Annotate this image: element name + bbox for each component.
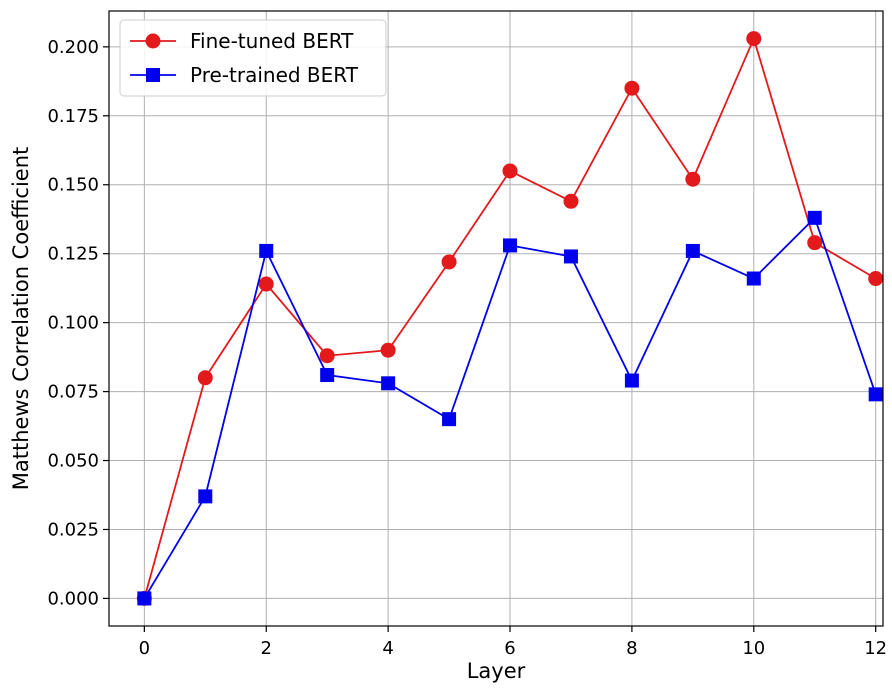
data-point <box>624 80 640 96</box>
data-point <box>503 238 518 253</box>
y-tick-label: 0.000 <box>47 588 99 609</box>
data-point <box>868 387 883 402</box>
legend-item: Pre-trained BERT <box>130 63 359 87</box>
y-axis-ticks: 0.000 0.025 0.050 0.075 0.100 0.125 0.150 0.175… <box>47 37 109 609</box>
data-point <box>624 373 639 388</box>
data-point <box>381 376 396 391</box>
x-tick-label: 4 <box>382 638 393 659</box>
y-tick-label: 0.100 <box>47 313 99 334</box>
data-point <box>807 235 823 251</box>
data-point <box>685 171 701 187</box>
data-point <box>685 243 700 258</box>
legend: Fine-tuned BERT Pre-trained BERT <box>119 19 387 97</box>
y-tick-label: 0.050 <box>47 451 99 472</box>
data-point <box>563 193 579 209</box>
grid <box>109 11 883 626</box>
data-point <box>320 368 335 383</box>
data-point <box>441 254 457 270</box>
legend-marker <box>145 33 161 49</box>
data-point <box>868 271 884 287</box>
legend-box <box>119 19 387 97</box>
data-point <box>198 489 213 504</box>
data-point <box>137 591 152 606</box>
y-tick-label: 0.025 <box>47 519 99 540</box>
x-axis-label: Layer <box>467 659 526 683</box>
data-point <box>197 370 213 386</box>
data-point <box>442 412 457 427</box>
x-tick-label: 6 <box>504 638 515 659</box>
legend-label: Pre-trained BERT <box>190 63 359 87</box>
y-axis-label: Matthews Correlation Coefficient <box>9 147 33 491</box>
y-tick-label: 0.150 <box>47 175 99 196</box>
x-tick-label: 0 <box>139 638 150 659</box>
legend-item: Fine-tuned BERT <box>130 29 354 53</box>
legend-marker <box>146 68 160 82</box>
data-point <box>807 210 822 225</box>
data-point <box>502 163 518 179</box>
series-layer <box>136 31 884 606</box>
data-point <box>380 342 396 358</box>
legend-label: Fine-tuned BERT <box>190 29 354 53</box>
series-2 <box>137 210 883 606</box>
data-point <box>746 271 761 286</box>
x-tick-label: 2 <box>261 638 272 659</box>
y-tick-label: 0.175 <box>47 106 99 127</box>
y-tick-label: 0.075 <box>47 382 99 403</box>
y-tick-label: 0.200 <box>47 37 99 58</box>
data-point <box>746 31 762 47</box>
plot-area-frame <box>108 10 884 627</box>
data-point <box>319 348 335 364</box>
data-point <box>563 249 578 264</box>
data-point <box>258 276 274 292</box>
x-tick-label: 10 <box>742 638 765 659</box>
x-axis-ticks: 0 2 4 6 8 10 12 <box>139 626 887 659</box>
y-tick-label: 0.125 <box>47 244 99 265</box>
data-point <box>259 243 274 258</box>
x-tick-label: 12 <box>864 638 887 659</box>
x-tick-label: 8 <box>626 638 637 659</box>
